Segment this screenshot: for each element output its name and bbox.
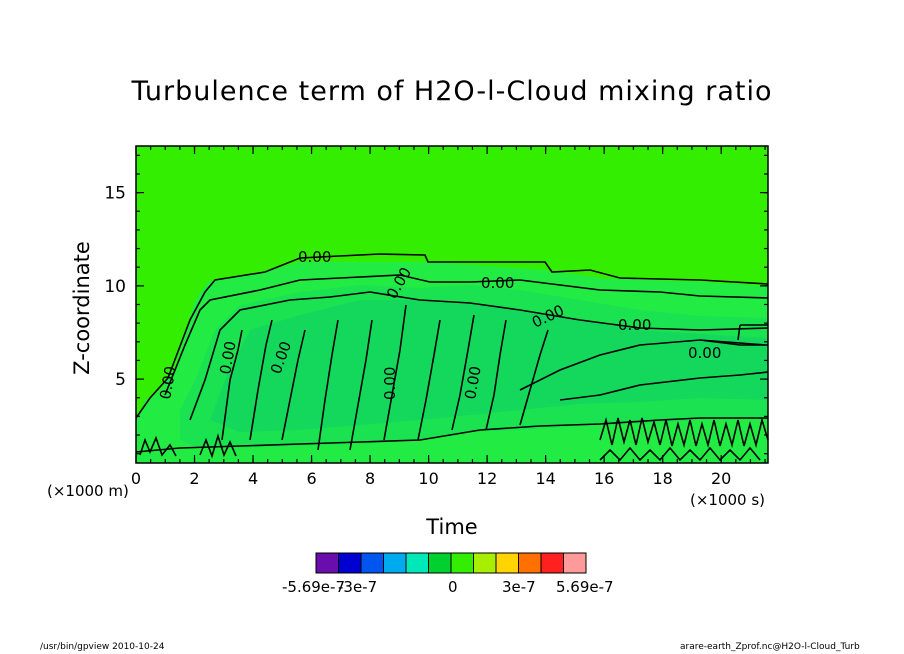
colorbar-swatch — [383, 552, 407, 574]
colorbar-label: 0 — [448, 578, 458, 596]
x-tick-label: 2 — [189, 469, 199, 488]
x-tick-label: 12 — [477, 469, 497, 488]
contour-inner-3 — [559, 371, 769, 401]
colorbar-swatch — [450, 552, 474, 574]
y-tick-labels: 5 10 15 — [104, 184, 126, 390]
colorbar-swatch — [360, 552, 384, 574]
contour-label: 0.00 — [156, 365, 180, 401]
contour-streak-4 — [317, 319, 339, 451]
contour-streak-6 — [383, 304, 407, 441]
x-tick-label: 18 — [652, 469, 672, 488]
y-tick-label: 10 — [104, 277, 126, 297]
x-tick-label: 10 — [418, 469, 438, 488]
contour-noise-1 — [139, 435, 177, 457]
contour-label: 0.00 — [481, 274, 514, 292]
contour-label: 0.00 — [618, 316, 651, 334]
colorbar-label: 3e-7 — [502, 578, 536, 596]
y-axis-unit: (×1000 m) — [47, 482, 129, 500]
contour-streak-3 — [281, 329, 306, 441]
contour-streak-7 — [417, 319, 441, 441]
x-axis-label: Time — [426, 515, 478, 539]
region-dark-green — [210, 300, 768, 432]
contour-streak-5 — [349, 319, 373, 451]
contour-label: 0.00 — [298, 248, 331, 266]
contour-outer — [135, 253, 769, 419]
colorbar-swatch — [473, 552, 497, 574]
contour-label: 0.00 — [216, 340, 240, 376]
contour-noise-2 — [199, 433, 237, 459]
colorbar-swatch — [338, 552, 362, 574]
plot-area: 0.000.000.00 0.000.000.000.000.00 0.000.00… — [104, 145, 769, 488]
colorbar-label: -3e-7 — [338, 578, 378, 596]
contour-lower — [135, 417, 768, 453]
colorbar-swatch — [405, 552, 429, 574]
axis-ticks — [135, 146, 768, 463]
footer-left: /usr/bin/gpview 2010-10-24 — [40, 642, 165, 652]
contour-noise-4 — [599, 446, 761, 462]
colorbar-swatch — [540, 552, 564, 574]
contour-lines — [135, 253, 769, 462]
x-tick-label: 16 — [594, 469, 614, 488]
contour-noise-3 — [599, 416, 769, 449]
contour-mid — [164, 274, 769, 396]
contour-streak-1 — [221, 329, 243, 441]
x-tick-label: 8 — [365, 469, 375, 488]
contour-streak-8 — [451, 314, 475, 431]
colorbar-label: 5.69e-7 — [556, 578, 614, 596]
x-tick-label: 20 — [711, 469, 731, 488]
contour-inner-1 — [189, 291, 769, 421]
contour-streak-10 — [519, 329, 549, 426]
x-axis-unit: (×1000 s) — [690, 491, 766, 509]
x-tick-label: 4 — [248, 469, 258, 488]
colorbar-swatch — [315, 552, 339, 574]
contour-inner-2 — [519, 339, 768, 391]
contour-label: 0.00 — [688, 344, 721, 362]
contour-streak-9 — [485, 319, 507, 431]
x-tick-labels: 0 2 4 6 8 10 12 14 16 18 20 — [131, 469, 731, 488]
contour-label-layer: 0.000.000.00 0.000.000.000.000.00 0.000.00… — [156, 248, 721, 401]
x-tick-label: 14 — [535, 469, 555, 488]
chart-title: Turbulence term of H2O-l-Cloud mixing ra… — [131, 76, 773, 107]
contour-label: 0.00 — [461, 365, 485, 401]
colorbar-label: -5.69e-7 — [282, 578, 345, 596]
footer-right: arare-earth_Zprof.nc@H2O-l-Cloud_Turb — [680, 642, 860, 652]
contour-streak-2 — [249, 319, 273, 441]
colorbar — [315, 552, 587, 574]
x-tick-label: 0 — [131, 469, 141, 488]
y-axis-label: Z-coordinate — [70, 241, 94, 375]
y-tick-label: 5 — [115, 370, 126, 390]
x-tick-label: 6 — [306, 469, 316, 488]
colorbar-swatch — [495, 552, 519, 574]
contour-box — [699, 324, 768, 346]
colorbar-swatch — [428, 552, 452, 574]
y-tick-label: 15 — [104, 184, 126, 204]
colorbar-swatch — [518, 552, 542, 574]
colorbar-swatch — [563, 552, 587, 574]
contour-label: 0.00 — [381, 367, 399, 400]
